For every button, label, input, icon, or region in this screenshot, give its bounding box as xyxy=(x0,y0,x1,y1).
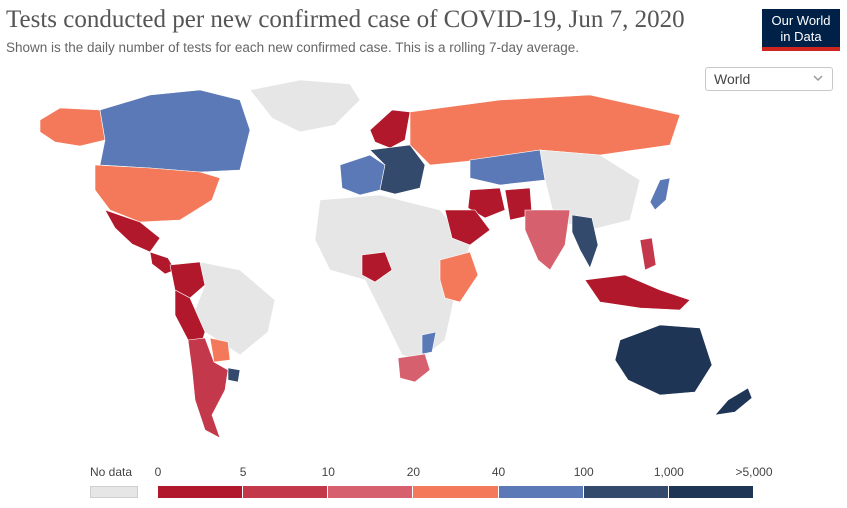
map-region-colombia[interactable] xyxy=(169,261,206,299)
owid-logo[interactable]: Our World in Data xyxy=(762,9,840,51)
logo-accent-bar xyxy=(762,47,840,51)
map-region-india[interactable] xyxy=(524,209,571,271)
legend-tick-label: >5,000 xyxy=(735,465,773,479)
legend-no-data-label: No data xyxy=(90,465,133,479)
map-region-central-america[interactable] xyxy=(149,251,176,275)
map-region-new-zealand[interactable] xyxy=(714,387,753,416)
map-region-chile-argentina[interactable] xyxy=(187,337,229,439)
legend-tick-label: 100 xyxy=(573,465,594,479)
legend-tick-label: 1,000 xyxy=(653,465,684,479)
map-region-indonesia[interactable] xyxy=(584,274,691,311)
map-region-australia[interactable] xyxy=(614,324,713,396)
map-region-south-africa[interactable] xyxy=(397,353,431,383)
map-region-scandinavia[interactable] xyxy=(369,109,411,149)
map-region-uruguay[interactable] xyxy=(227,367,241,383)
chevron-down-icon xyxy=(813,75,823,82)
page-subtitle: Shown is the daily number of tests for e… xyxy=(6,40,580,55)
world-map[interactable] xyxy=(0,70,847,450)
map-region-mozambique[interactable] xyxy=(421,331,437,355)
map-region-greenland[interactable] xyxy=(249,79,361,133)
map-region-myanmar-thailand[interactable] xyxy=(571,214,599,269)
legend-tick-label: 5 xyxy=(239,465,247,479)
map-region-nigeria[interactable] xyxy=(361,251,393,283)
legend-tick-label: 40 xyxy=(491,465,506,479)
region-select-value: World xyxy=(714,71,751,87)
map-region-western-europe[interactable] xyxy=(339,154,386,196)
map-region-philippines[interactable] xyxy=(639,237,657,271)
map-region-iran[interactable] xyxy=(467,187,506,219)
map-region-ethiopia-kenya[interactable] xyxy=(439,251,479,303)
map-region-canada[interactable] xyxy=(99,89,251,173)
legend-bin-2[interactable] xyxy=(243,486,328,498)
map-region-alaska[interactable] xyxy=(39,107,106,147)
map-region-brazil[interactable] xyxy=(194,261,276,356)
region-select[interactable]: World xyxy=(705,67,833,91)
legend-bin-6[interactable] xyxy=(583,486,668,498)
map-region-japan[interactable] xyxy=(649,177,671,211)
logo-line-2: in Data xyxy=(780,29,822,44)
legend-no-data-swatch xyxy=(90,486,138,498)
legend-tick-label: 10 xyxy=(321,465,335,479)
legend-tick-label: 0 xyxy=(154,465,162,479)
legend-bin-1[interactable] xyxy=(158,486,243,498)
legend-bin-4[interactable] xyxy=(413,486,498,498)
map-region-central-europe[interactable] xyxy=(369,144,426,195)
legend-bin-5[interactable] xyxy=(498,486,583,498)
page-title: Tests conducted per new confirmed case o… xyxy=(6,6,685,33)
legend-tick-label: 20 xyxy=(406,465,421,479)
map-region-saudi-arabia[interactable] xyxy=(444,209,491,246)
legend-bin-7[interactable] xyxy=(668,486,753,498)
map-region-paraguay[interactable] xyxy=(209,337,231,363)
map-region-usa[interactable] xyxy=(94,164,221,223)
logo-line-1: Our World xyxy=(771,13,831,28)
map-region-kazakhstan[interactable] xyxy=(469,149,546,186)
legend: No data 0 5 10 20 40 100 1,000 >5,000 xyxy=(0,462,847,508)
legend-bin-3[interactable] xyxy=(328,486,413,498)
